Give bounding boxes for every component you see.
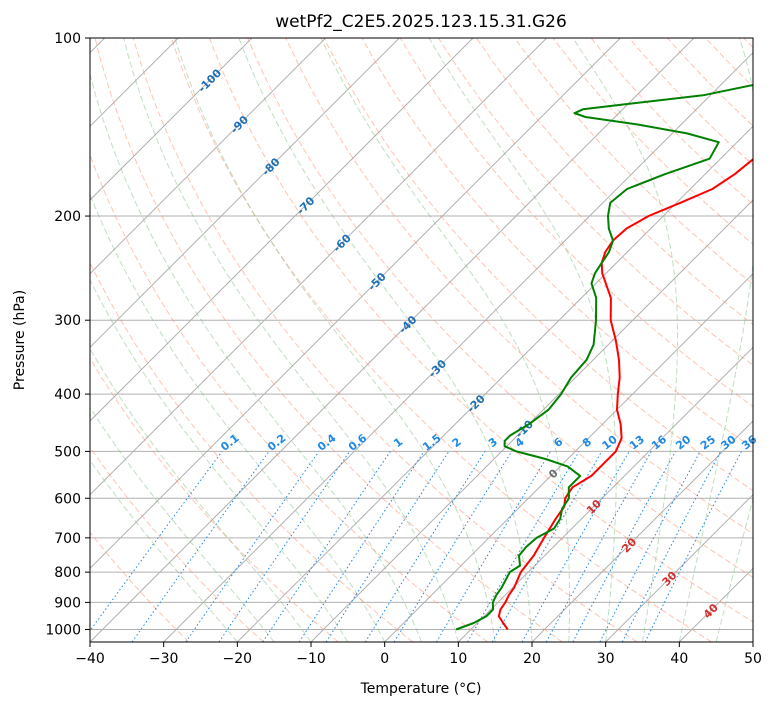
x-tick-label: 20 (523, 651, 541, 667)
isotherm-line (90, 38, 327, 275)
y-tick-label: 900 (54, 595, 81, 611)
x-tick-label: −10 (296, 651, 326, 667)
y-tick-label: 700 (54, 531, 81, 547)
isotherm-line (236, 125, 753, 642)
mixing-ratio-line (185, 451, 320, 642)
isotherm-line (752, 641, 753, 642)
x-tick-label: 0 (380, 651, 389, 667)
background-lines (90, 38, 753, 642)
temperature-line (497, 158, 753, 631)
y-tick-label: 500 (54, 444, 81, 460)
isotherm-line (531, 420, 753, 642)
y-tick-label: 1000 (45, 622, 81, 638)
moist-adiabat-line (123, 38, 459, 642)
mixing-ratio-line (218, 451, 351, 642)
y-tick-label: 400 (54, 387, 81, 403)
isotherm-line (457, 346, 753, 642)
dry-adiabat-line (90, 446, 264, 642)
x-tick-label: 50 (744, 651, 762, 667)
mixing-ratio-line (644, 451, 742, 642)
x-axis-label: Temperature (°C) (360, 681, 482, 697)
y-tick-label: 200 (54, 209, 81, 225)
moist-adiabat-line (572, 38, 678, 642)
isotherm-line (90, 38, 253, 201)
isotherm-line (605, 493, 753, 642)
mixing-ratio-line (131, 451, 270, 642)
axes: −40 −30 −20 −10 0 10 20 30 40 50 100 200 300 400 500 60… (45, 31, 762, 667)
mixing-ratio-line (393, 451, 513, 642)
dry-adiabat-line (209, 38, 753, 623)
moist-adiabat-line (90, 406, 275, 642)
isotherm-line (90, 38, 400, 349)
dry-adiabat-line (514, 38, 753, 285)
dry-adiabat-line (90, 531, 190, 642)
dry-adiabat-line (247, 38, 753, 578)
dry-adiabat-line (399, 38, 753, 408)
mixing-ratio-line (572, 451, 676, 642)
y-tick-label: 800 (54, 565, 81, 581)
x-tick-label: −40 (75, 651, 105, 667)
isotherm-line (90, 38, 548, 496)
x-tick-label: 10 (449, 651, 467, 667)
y-tick-label: 600 (54, 491, 81, 507)
y-axis-label: Pressure (hPa) (12, 290, 28, 390)
moist-adiabat-line (90, 193, 386, 642)
moist-adiabat-line (90, 459, 238, 642)
y-tick-label: 300 (54, 313, 81, 329)
dry-adiabat-line (132, 38, 638, 642)
chart-title: wetPf2_C2E5.2025.123.15.31.G26 (275, 12, 567, 32)
moist-adiabat-line (238, 38, 533, 642)
dry-adiabat-line (90, 153, 488, 642)
dry-adiabat-line (90, 261, 414, 642)
dry-adiabat-line (170, 38, 712, 642)
dry-adiabat-line (94, 38, 563, 642)
mixing-ratio-line (90, 451, 223, 632)
x-tick-label: 40 (670, 651, 688, 667)
isotherm-line (384, 272, 753, 642)
mixing-ratio-line (298, 451, 425, 642)
mixing-ratio-line (262, 451, 391, 642)
dry-adiabat-line (437, 38, 753, 366)
moist-adiabat-line (90, 278, 349, 642)
mixing-ratio-line (521, 451, 630, 642)
plot-background (90, 38, 753, 642)
isotherm-line (90, 38, 621, 570)
isotherm-line (90, 38, 474, 422)
mixing-ratio-line (325, 451, 450, 642)
moist-adiabat-line (428, 38, 617, 642)
x-tick-label: 30 (597, 651, 615, 667)
isotherm-line (163, 51, 753, 642)
y-tick-label: 100 (54, 31, 81, 47)
profile-lines (455, 83, 753, 631)
moist-adiabat-line (90, 347, 312, 642)
moist-adiabat-line (90, 72, 422, 642)
mixing-ratio-line (545, 451, 652, 642)
dry-adiabat-line (90, 357, 339, 642)
x-tick-label: −30 (149, 651, 179, 667)
plot-frame (89, 37, 754, 643)
x-tick-label: −20 (223, 651, 253, 667)
dry-adiabat-line (285, 38, 753, 535)
moist-adiabat-line (320, 38, 570, 642)
mixing-ratio-line (621, 451, 722, 642)
dewpoint-line (455, 83, 753, 631)
moist-adiabat-line (174, 38, 496, 642)
moist-adiabat-line (678, 38, 753, 642)
